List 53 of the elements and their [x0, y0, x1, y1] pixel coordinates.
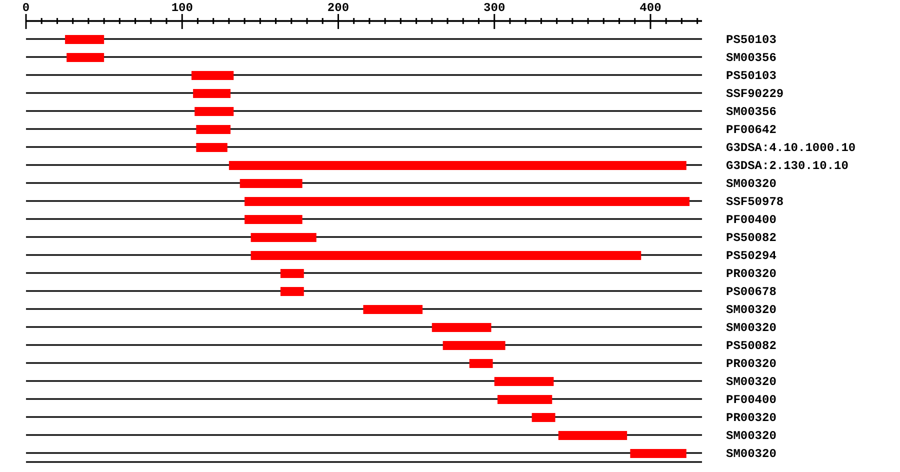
y-tick-label: SSF90229 [726, 87, 784, 101]
bar [250, 233, 316, 242]
y-tick-label: PS50103 [726, 33, 776, 47]
y-tick-label: PF00400 [726, 213, 776, 227]
y-tick-label: SM00356 [726, 105, 776, 119]
y-tick-label: SM00320 [726, 375, 776, 389]
bar [442, 341, 506, 350]
bar [66, 53, 104, 62]
bar [191, 71, 234, 80]
bar [280, 269, 304, 278]
x-tick-label: 100 [171, 1, 193, 15]
bar [432, 323, 492, 332]
y-tick-label: PR00320 [726, 357, 776, 371]
bar [240, 179, 302, 188]
y-tick-label: SM00320 [726, 447, 776, 461]
x-tick-label: 300 [484, 1, 506, 15]
y-tick-label: PS50294 [726, 249, 776, 263]
y-tick-label: PS50082 [726, 339, 776, 353]
bar [469, 359, 493, 368]
x-tick-label: 0 [22, 1, 30, 15]
y-tick-label: PR00320 [726, 267, 776, 281]
bar [244, 215, 302, 224]
y-tick-label: SM00320 [726, 429, 776, 443]
bar [363, 305, 423, 314]
y-tick-label: SM00320 [726, 303, 776, 317]
bar [494, 377, 554, 386]
y-tick-label: PR00320 [726, 411, 776, 425]
bar [193, 89, 231, 98]
x-tick-label: 400 [640, 1, 662, 15]
y-tick-label: SSF50978 [726, 195, 784, 209]
bar [532, 413, 556, 422]
y-tick-label: G3DSA:4.10.1000.10 [726, 141, 856, 155]
bar [280, 287, 304, 296]
bar [65, 35, 104, 44]
bar [228, 161, 686, 170]
bar [558, 431, 628, 440]
y-tick-label: SM00320 [726, 177, 776, 191]
y-tick-label: SM00320 [726, 321, 776, 335]
y-tick-label: SM00356 [726, 51, 776, 65]
y-tick-label: PS50103 [726, 69, 776, 83]
bar [196, 143, 228, 152]
x-tick-label: 200 [327, 1, 350, 15]
bar [196, 125, 231, 134]
bar [194, 107, 234, 116]
y-tick-label: PF00642 [726, 123, 776, 137]
y-tick-label: PF00400 [726, 393, 776, 407]
bar [250, 251, 642, 260]
y-tick-label: G3DSA:2.130.10.10 [726, 159, 848, 173]
bar [244, 197, 690, 206]
bar [497, 395, 552, 404]
y-tick-label: PS00678 [726, 285, 776, 299]
y-tick-label: PS50082 [726, 231, 776, 245]
bar [630, 449, 686, 458]
